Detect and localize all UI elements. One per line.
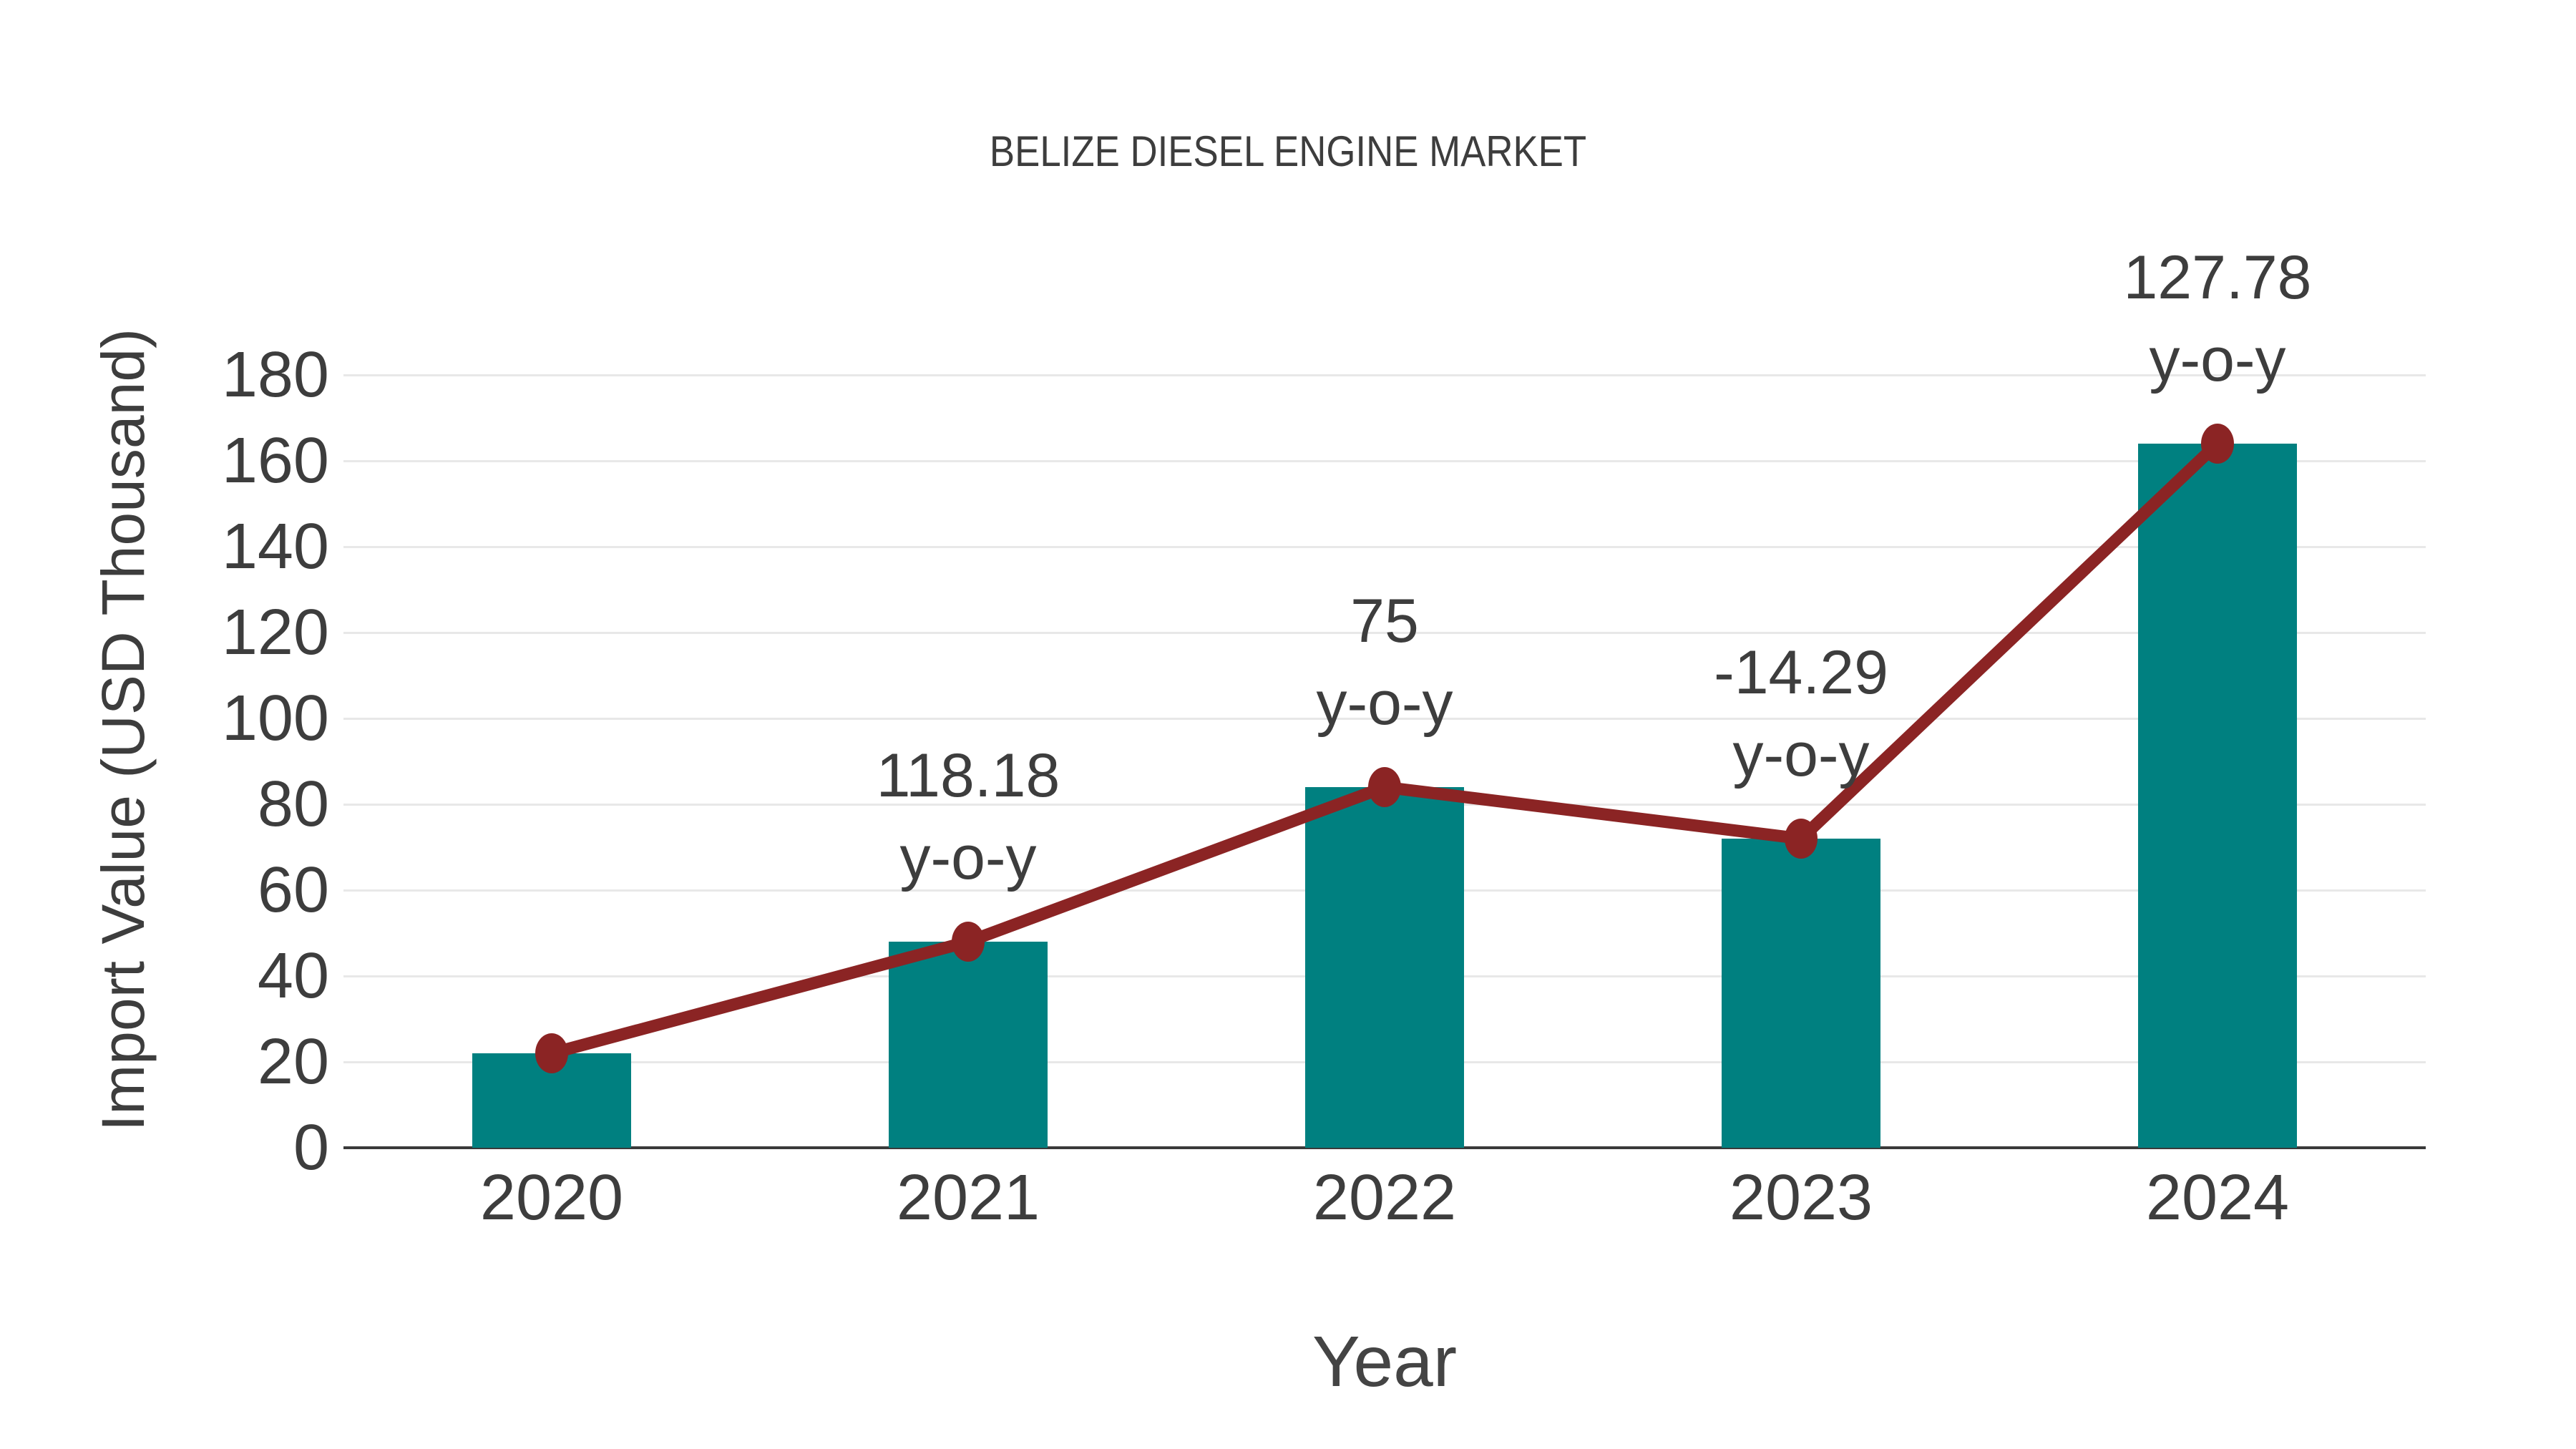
yoy-value-label-2024: 127.78: [2123, 243, 2312, 312]
bar-2022: [1305, 787, 1464, 1148]
x-tick-label-2023: 2023: [1729, 1162, 1873, 1234]
x-tick-label-2024: 2024: [2145, 1162, 2290, 1234]
y-tick-label-120: 120: [221, 597, 329, 668]
y-tick-label-180: 180: [221, 339, 329, 411]
x-axis-title: Year: [1312, 1322, 1458, 1402]
yoy-value-label-2022: 75: [1350, 587, 1419, 655]
x-tick-label-2022: 2022: [1312, 1162, 1457, 1234]
y-tick-label-160: 160: [221, 425, 329, 497]
x-tick-label-2021: 2021: [896, 1162, 1040, 1234]
yoy-sublabel-2021: y-o-y: [899, 824, 1037, 892]
chart-title-text: BELIZE DIESEL ENGINE MARKET: [989, 127, 1587, 175]
yoy-sublabel-2022: y-o-y: [1316, 669, 1453, 738]
bar-2021: [889, 942, 1048, 1148]
y-tick-label-60: 60: [257, 854, 329, 926]
y-tick-label-0: 0: [293, 1112, 329, 1184]
y-tick-label-80: 80: [257, 769, 329, 840]
y-tick-label-40: 40: [257, 940, 329, 1012]
yoy-value-label-2023: -14.29: [1714, 638, 1888, 707]
yoy-value-label-2021: 118.18: [876, 741, 1060, 810]
bar-2020: [472, 1053, 631, 1148]
y-tick-label-100: 100: [221, 683, 329, 754]
gridline-180: [343, 374, 2426, 376]
bar-2023: [1722, 839, 1880, 1148]
bar-2024: [2138, 444, 2297, 1148]
x-axis-line: [343, 1146, 2426, 1149]
yoy-sublabel-2024: y-o-y: [2149, 326, 2286, 394]
gridline-160: [343, 459, 2426, 462]
yoy-sublabel-2023: y-o-y: [1732, 721, 1870, 789]
gridline-140: [343, 545, 2426, 548]
chart-title: BELIZE DIESEL ENGINE MARKET: [0, 129, 2576, 175]
y-tick-label-140: 140: [221, 511, 329, 582]
y-tick-label-20: 20: [257, 1026, 329, 1098]
x-tick-label-2020: 2020: [479, 1162, 624, 1234]
